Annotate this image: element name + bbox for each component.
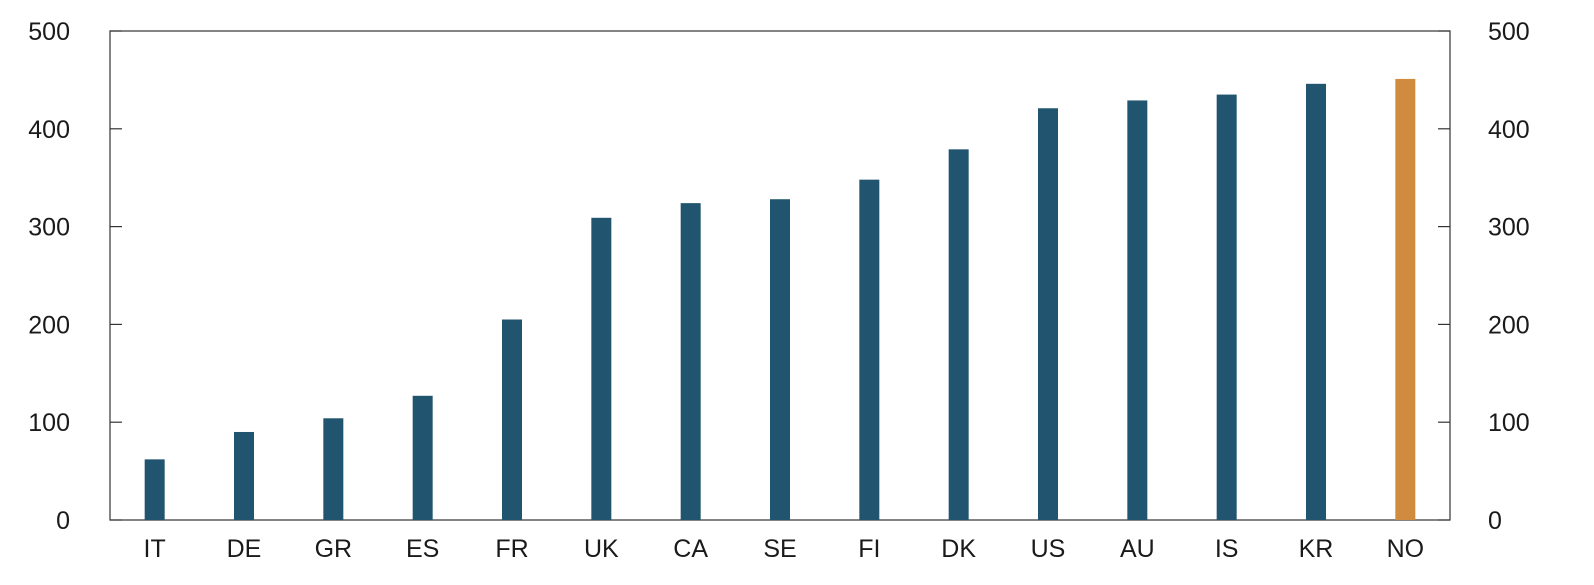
x-tick-label-uk: UK <box>584 535 619 563</box>
x-tick-label-gr: GR <box>315 535 353 563</box>
bar-kr <box>1306 83 1326 520</box>
right-y-axis: 0 100 200 300 400 500 <box>1438 18 1530 535</box>
bar-gr <box>323 418 344 520</box>
right-y-tick-label: 0 <box>1488 507 1502 535</box>
x-tick-label-de: DE <box>227 535 262 563</box>
x-tick-label-us: US <box>1031 535 1066 563</box>
left-y-tick-label: 500 <box>28 18 70 46</box>
bar-us <box>1038 108 1058 521</box>
bar-dk <box>948 149 969 520</box>
x-tick-label-no: NO <box>1387 535 1425 563</box>
bar-is <box>1216 94 1237 520</box>
left-y-tick-label: 200 <box>28 311 70 339</box>
x-tick-label-ca: CA <box>673 535 708 563</box>
x-tick-label-fi: FI <box>858 535 880 563</box>
right-y-tick-label: 500 <box>1488 18 1530 46</box>
right-y-tick-label: 400 <box>1488 116 1530 144</box>
right-y-tick-label: 300 <box>1488 214 1530 242</box>
bar-it <box>144 459 165 520</box>
bar-uk <box>591 217 612 520</box>
left-y-tick-label: 300 <box>28 214 70 242</box>
bar-series <box>144 78 1416 521</box>
bar-de <box>234 431 254 520</box>
right-y-tick-label: 100 <box>1488 409 1530 437</box>
bar-fi <box>859 179 880 520</box>
x-tick-label-fr: FR <box>495 535 528 563</box>
left-y-tick-label: 400 <box>28 116 70 144</box>
x-tick-label-it: IT <box>144 535 166 563</box>
left-y-tick-label: 0 <box>56 507 70 535</box>
bar-ca <box>680 203 701 521</box>
left-y-tick-label: 100 <box>28 409 70 437</box>
right-y-tick-label: 200 <box>1488 311 1530 339</box>
bar-es <box>412 395 433 520</box>
x-tick-label-dk: DK <box>941 535 976 563</box>
bar-fr <box>502 319 522 520</box>
bar-no <box>1395 78 1416 520</box>
x-axis: IT DE GR ES FR UK CA SE FI DK US AU IS KR NO <box>144 508 1425 563</box>
x-tick-label-se: SE <box>763 535 796 563</box>
x-tick-label-kr: KR <box>1299 535 1334 563</box>
bar-au <box>1127 100 1148 521</box>
left-y-axis: 0 100 200 300 400 500 <box>28 18 122 535</box>
x-tick-label-es: ES <box>406 535 439 563</box>
bar-se <box>770 199 790 520</box>
x-tick-label-au: AU <box>1120 535 1155 563</box>
x-tick-label-is: IS <box>1215 535 1239 563</box>
